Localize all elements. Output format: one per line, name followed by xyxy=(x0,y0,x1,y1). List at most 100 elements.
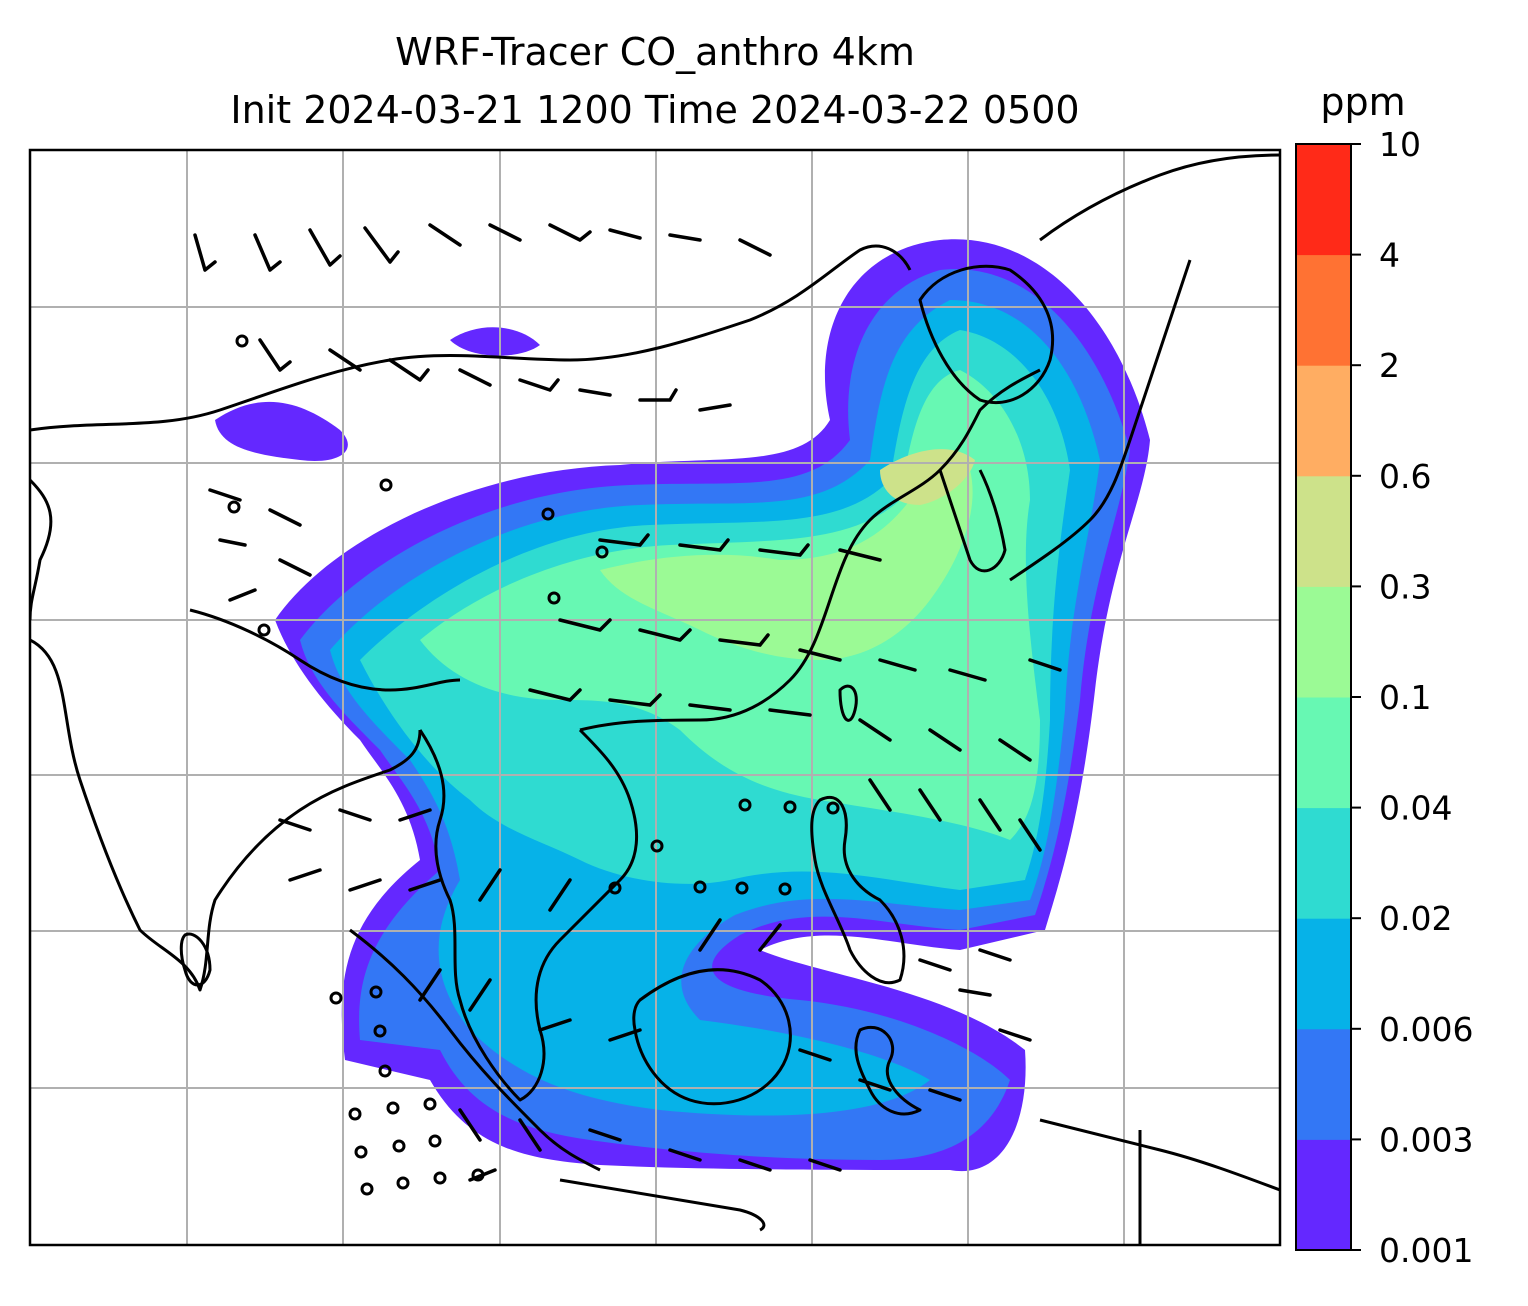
calm-marker xyxy=(778,882,792,896)
wind-barb xyxy=(958,988,992,997)
wind-barb xyxy=(698,403,732,412)
wind-barb xyxy=(838,548,882,562)
colorbar-segment xyxy=(1296,254,1351,366)
calm-marker xyxy=(329,991,343,1005)
colorbar: 0.001 0.003 0.006 0.02 0.04 0.1 0.3 0.6 2 4 10 xyxy=(1295,125,1473,1270)
wind-barb xyxy=(458,368,492,387)
coastline-sulawesi xyxy=(854,1025,922,1116)
calm-marker xyxy=(369,985,383,999)
calm-marker xyxy=(826,801,840,815)
calm-marker xyxy=(608,881,622,895)
coastline-sumatra xyxy=(349,928,601,1172)
wind-barb xyxy=(798,648,842,662)
calm-marker xyxy=(595,545,609,559)
wind-barb xyxy=(588,1128,622,1142)
chart-subtitle: Init 2024-03-21 1200 Time 2024-03-22 050… xyxy=(230,88,1080,132)
wind-barb xyxy=(948,668,987,682)
coastline-new-guinea xyxy=(1039,1118,1280,1192)
wind-barb xyxy=(638,628,692,642)
wind-barb xyxy=(1028,658,1062,672)
calm-marker xyxy=(433,1171,447,1185)
wind-barb xyxy=(308,228,342,267)
border-himalaya xyxy=(189,608,461,692)
colorbar-tick-label: 0.6 xyxy=(1379,457,1431,496)
wind-barb xyxy=(278,558,312,577)
wind-barb xyxy=(978,948,1012,962)
wind-barb xyxy=(868,778,892,812)
wind-barb xyxy=(193,233,217,272)
calm-marker xyxy=(693,880,707,894)
wind-barb xyxy=(608,693,662,707)
colorbar-segment xyxy=(1296,807,1351,919)
wind-barbs xyxy=(193,223,1062,1182)
wind-barb xyxy=(218,538,247,547)
calm-marker xyxy=(423,1097,437,1111)
wind-barb xyxy=(348,878,382,892)
wind-barb xyxy=(268,508,302,527)
calm-marker xyxy=(378,1064,392,1078)
wind-barb xyxy=(328,348,362,372)
colorbar-tick-label: 0.001 xyxy=(1379,1231,1473,1270)
coastline-indochina xyxy=(418,728,639,1102)
calm-marker xyxy=(735,881,749,895)
calm-marker xyxy=(392,1139,406,1153)
wind-barb xyxy=(363,226,400,264)
wind-barb xyxy=(598,533,650,547)
wind-barb xyxy=(488,223,522,242)
wind-barb xyxy=(998,738,1032,762)
concentration-field xyxy=(215,239,1150,1172)
wind-barb xyxy=(878,658,917,672)
coastline-russia-east xyxy=(1039,153,1280,242)
colorbar-segment xyxy=(1296,1139,1351,1251)
calm-marker xyxy=(738,798,752,812)
coastline-india xyxy=(30,638,422,992)
wind-barb xyxy=(998,1028,1032,1042)
colorbar-segment xyxy=(1296,475,1351,587)
wind-barb xyxy=(758,543,810,557)
calm-marker xyxy=(650,839,664,853)
calm-marker xyxy=(348,1107,362,1121)
colorbar-segment xyxy=(1296,365,1351,477)
wind-barb xyxy=(928,1088,962,1102)
calm-marker xyxy=(235,334,249,348)
border-china-interior xyxy=(30,244,912,432)
wind-barb xyxy=(398,808,432,822)
wind-barb xyxy=(758,923,782,952)
coastline-sakhalin xyxy=(918,264,1055,405)
chart-title: WRF-Tracer CO_anthro 4km xyxy=(395,30,915,74)
wind-barb xyxy=(738,238,772,257)
wind-barb xyxy=(608,1028,642,1042)
calm-marker xyxy=(471,1168,485,1182)
coastline-taiwan xyxy=(838,684,858,722)
calm-marker xyxy=(354,1145,368,1159)
colorbar-tick-label: 4 xyxy=(1379,236,1400,275)
wind-barb xyxy=(538,1018,572,1032)
wind-barb xyxy=(718,633,770,647)
wind-barb xyxy=(468,978,492,1012)
colorbar-segment xyxy=(1296,918,1351,1030)
field-level-0001-north2 xyxy=(450,327,540,356)
calm-marker xyxy=(360,1182,374,1196)
calm-marker xyxy=(783,800,797,814)
wind-barb xyxy=(668,233,702,242)
wind-barb xyxy=(548,223,592,242)
calm-markers xyxy=(227,334,840,1196)
colorbar-tick-label: 0.04 xyxy=(1379,789,1452,828)
wind-barb xyxy=(978,798,1002,832)
coastline-japan xyxy=(1009,259,1192,582)
calm-marker xyxy=(373,1024,387,1038)
field-level-0001-north xyxy=(215,401,348,461)
wind-barb xyxy=(408,878,442,892)
coastline-korea xyxy=(938,469,1007,573)
colorbar-segment xyxy=(1296,586,1351,698)
calm-marker xyxy=(547,591,561,605)
colorbar-tick-label: 2 xyxy=(1379,346,1400,385)
map-frame xyxy=(28,148,1282,1247)
colorbar-tick-label: 0.3 xyxy=(1379,567,1431,606)
colorbar-tick-label: 0.006 xyxy=(1379,1010,1473,1049)
wind-barb xyxy=(918,958,952,972)
calm-marker xyxy=(379,478,393,492)
wind-barb xyxy=(858,718,892,742)
